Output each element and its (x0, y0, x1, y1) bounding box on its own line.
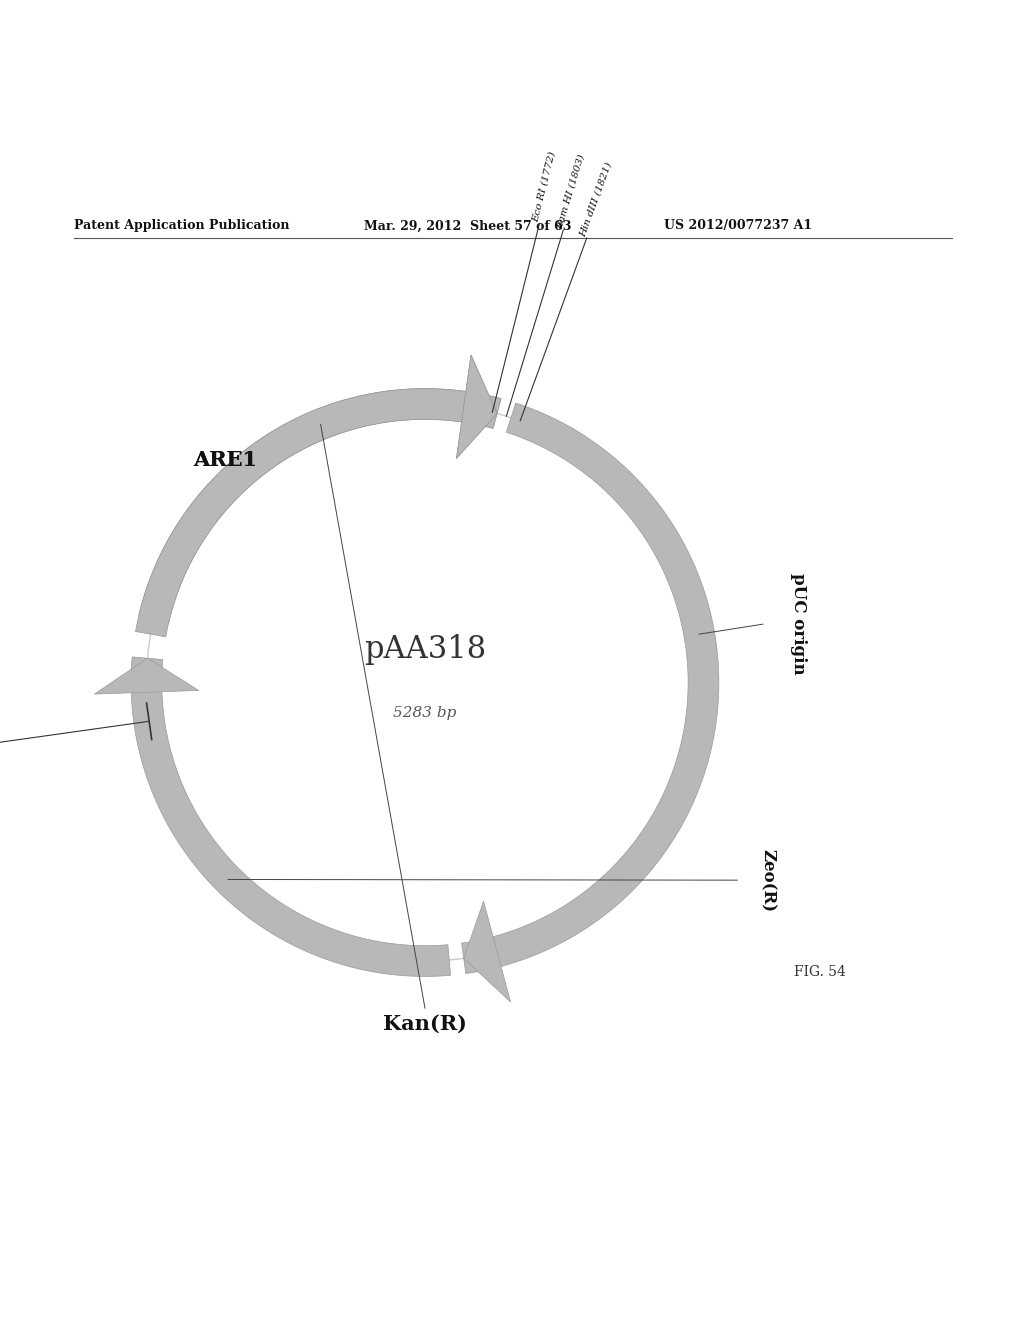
Polygon shape (457, 355, 497, 458)
Polygon shape (462, 403, 719, 974)
Text: ARE1: ARE1 (194, 450, 257, 470)
Text: ARE1: ARE1 (194, 450, 257, 470)
Polygon shape (138, 388, 501, 623)
Polygon shape (464, 902, 511, 1002)
Text: Eco RI (1772): Eco RI (1772) (530, 150, 557, 223)
Text: Hin dIII (1821): Hin dIII (1821) (579, 161, 613, 238)
Text: Zeo(R): Zeo(R) (760, 849, 776, 912)
Text: US 2012/0077237 A1: US 2012/0077237 A1 (664, 219, 812, 232)
Polygon shape (135, 388, 501, 636)
Text: Kan(R): Kan(R) (383, 1014, 467, 1034)
Polygon shape (457, 355, 497, 458)
Polygon shape (131, 657, 451, 977)
Text: FIG. 54: FIG. 54 (794, 965, 846, 979)
Polygon shape (94, 659, 199, 694)
Text: Patent Application Publication: Patent Application Publication (74, 219, 289, 232)
Text: pUC origin: pUC origin (791, 573, 807, 675)
Text: 5283 bp: 5283 bp (393, 706, 457, 721)
Text: Bam HI (1803): Bam HI (1803) (555, 153, 586, 230)
Text: Mar. 29, 2012  Sheet 57 of 63: Mar. 29, 2012 Sheet 57 of 63 (364, 219, 571, 232)
Text: pAA318: pAA318 (364, 635, 486, 665)
